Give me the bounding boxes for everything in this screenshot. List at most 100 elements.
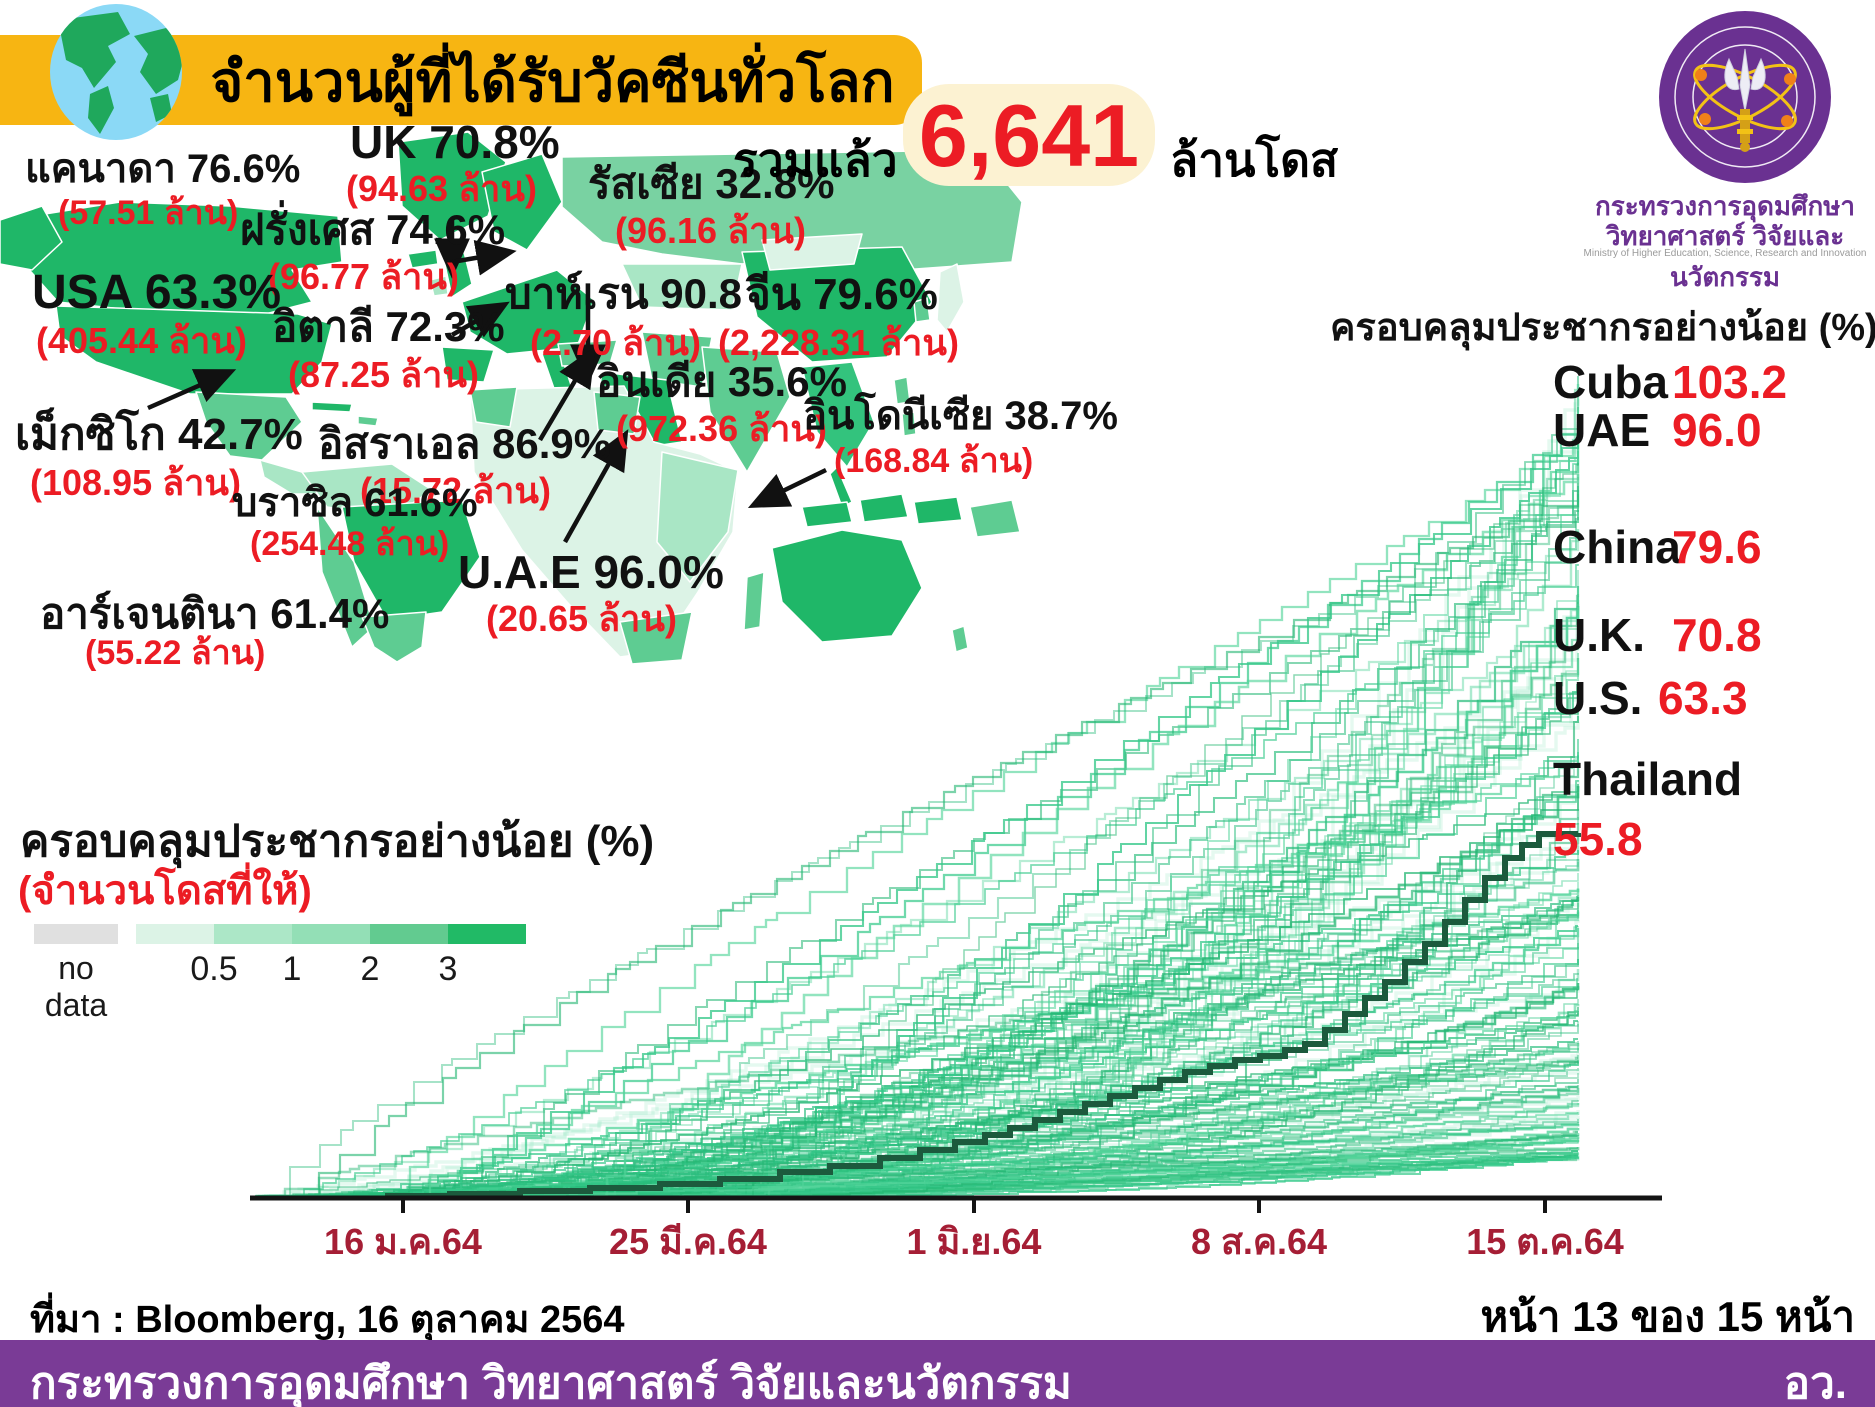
chart-line-country [684,1130,1578,1198]
logo-text-line1: กระทรวงการอุดมศึกษา [1595,191,1855,221]
chart-line-country [285,536,1580,1198]
chart-line-country [271,1038,1578,1197]
chart-line-country [441,607,1580,1198]
coverage-value-UAE: 96.0 [1672,404,1762,456]
chart-line-country [484,1085,1578,1198]
chart-line-country [258,494,1580,1198]
map-doses-uae: (20.65 ล้าน) [486,598,677,639]
chart-line-country [295,859,1580,1198]
chart-line-country [269,912,1580,1198]
map-doses-indonesia: (168.84 ล้าน) [834,442,1034,480]
coverage-value-Thailand: 55.8 [1553,813,1643,865]
chart-line-country [426,1061,1580,1198]
legend-swatch-0 [136,924,214,944]
globe-icon [50,4,182,140]
chart-line-country [732,662,1579,1197]
chart-line-country [364,978,1578,1197]
legend-swatch-4 [448,924,526,944]
map-south-africa [619,611,693,665]
legend-swatch-no-data [34,924,118,944]
chart-line-country [287,486,1580,1198]
map-doses-canada: (57.51 ล้าน) [58,194,239,232]
chart-line-halo [295,651,1579,1198]
map-india [701,346,791,473]
total-suffix: ล้านโดส [1170,134,1339,186]
arrow-italy [450,301,510,338]
map-doses-france: (96.77 ล้าน) [268,256,459,297]
map-label-israel: อิสราเอล 86.9% [318,420,612,467]
coverage-country-UAE: UAE [1553,404,1651,456]
footer-ministry-name: กระทรวงการอุดมศึกษา วิทยาศาสตร์ วิจัยและ… [30,1359,1072,1407]
map-new-zealand [951,625,969,653]
map-label-russia: รัสเซีย 32.8% [588,160,835,207]
chart-line-country [742,463,1579,1197]
page-title: จำนวนผู้ที่ได้รับวัคซีนทั่วโลก [210,50,895,113]
chart-line-country [396,762,1580,1198]
map-indochina [801,361,875,468]
chart-line-country [742,1007,1579,1197]
legend-tick-1: 1 [282,950,302,988]
coverage-value-Cuba: 103.2 [1672,356,1788,408]
x-axis-label: 15 ต.ค.64 [1466,1221,1624,1262]
map-doses-russia: (96.16 ล้าน) [615,210,806,251]
map-label-uae: U.A.E 96.0% [458,546,724,598]
chart-line-halo [473,846,1580,1198]
ministry-logo [1659,11,1831,183]
legend-swatch-2 [292,924,370,944]
total-prefix: รวมแล้ว [733,134,898,186]
map-east-africa [656,451,739,583]
map-canada [19,201,343,321]
chart-line-country [273,1112,1578,1197]
x-axis-label: 16 ม.ค.64 [324,1221,482,1262]
map-japan [936,263,965,333]
map-label-argentina: อาร์เจนตินา 61.4% [40,590,390,637]
map-doses-india: (972.36 ล้าน) [616,408,827,449]
chart-line-country [754,1150,1578,1197]
arrow-mexico [147,369,237,411]
coverage-value-China: 79.6 [1672,521,1762,573]
coverage-value-U.S.: 63.3 [1658,672,1748,724]
map-philippines [893,376,917,437]
footer-bar [0,1340,1875,1407]
coverage-value-U.K.: 70.8 [1672,609,1762,661]
arrow-uae [563,429,629,544]
map-doses-uk: (94.63 ล้าน) [346,168,537,209]
map-scandinavia [481,153,563,251]
chart-line-country [413,437,1580,1198]
logo-text-line2: วิทยาศาสตร์ วิจัยและนวัตกรรม [1605,221,1845,292]
map-korea [913,297,931,323]
page-number: หน้า 13 ของ 15 หน้า [1480,1293,1855,1340]
map-label-indonesia: อินโดนีเซีย 38.7% [803,394,1118,438]
chart-line-country [752,1156,1578,1197]
map-greenland [397,131,507,241]
map-label-brazil: บราซิล 61.6% [232,481,478,525]
map-label-italy: อิตาลี 72.3% [272,303,505,350]
thailand-line [385,831,1581,1199]
coverage-country-Cuba: Cuba [1553,356,1668,408]
coverage-panel-title: ครอบคลุมประชากรอย่างน้อย (%) [1330,307,1875,349]
chart-line-country [604,1061,1579,1197]
map-morocco [469,386,518,428]
chart-line-country [742,440,1579,1197]
arrow-israel [538,346,596,442]
coverage-country-Thailand: Thailand [1553,753,1743,805]
map-doses-israel: (15.72 ล้าน) [360,470,551,511]
legend-subtitle: (จำนวนโดสที่ให้) [18,869,312,913]
chart-line-country [547,1003,1580,1198]
map-australia [771,529,923,643]
map-label-mexico: เม็กซิโก 42.7% [15,410,303,459]
map-egypt [593,391,641,435]
map-label-china: จีน 79.6% [745,270,938,319]
chart-line-country [363,1142,1579,1197]
legend-no-data-label: no data [44,950,108,1023]
legend-tick-3: 3 [438,950,458,988]
map-papua [969,499,1021,538]
chart-line-country [299,686,1580,1198]
footer-abbreviation: อว. [1783,1359,1847,1407]
map-doses-brazil: (254.48 ล้าน) [250,525,450,563]
map-cuba [311,401,353,413]
map-madagascar [743,571,765,631]
map-label-france: ฝรั่งเศส 74.6% [240,206,506,253]
